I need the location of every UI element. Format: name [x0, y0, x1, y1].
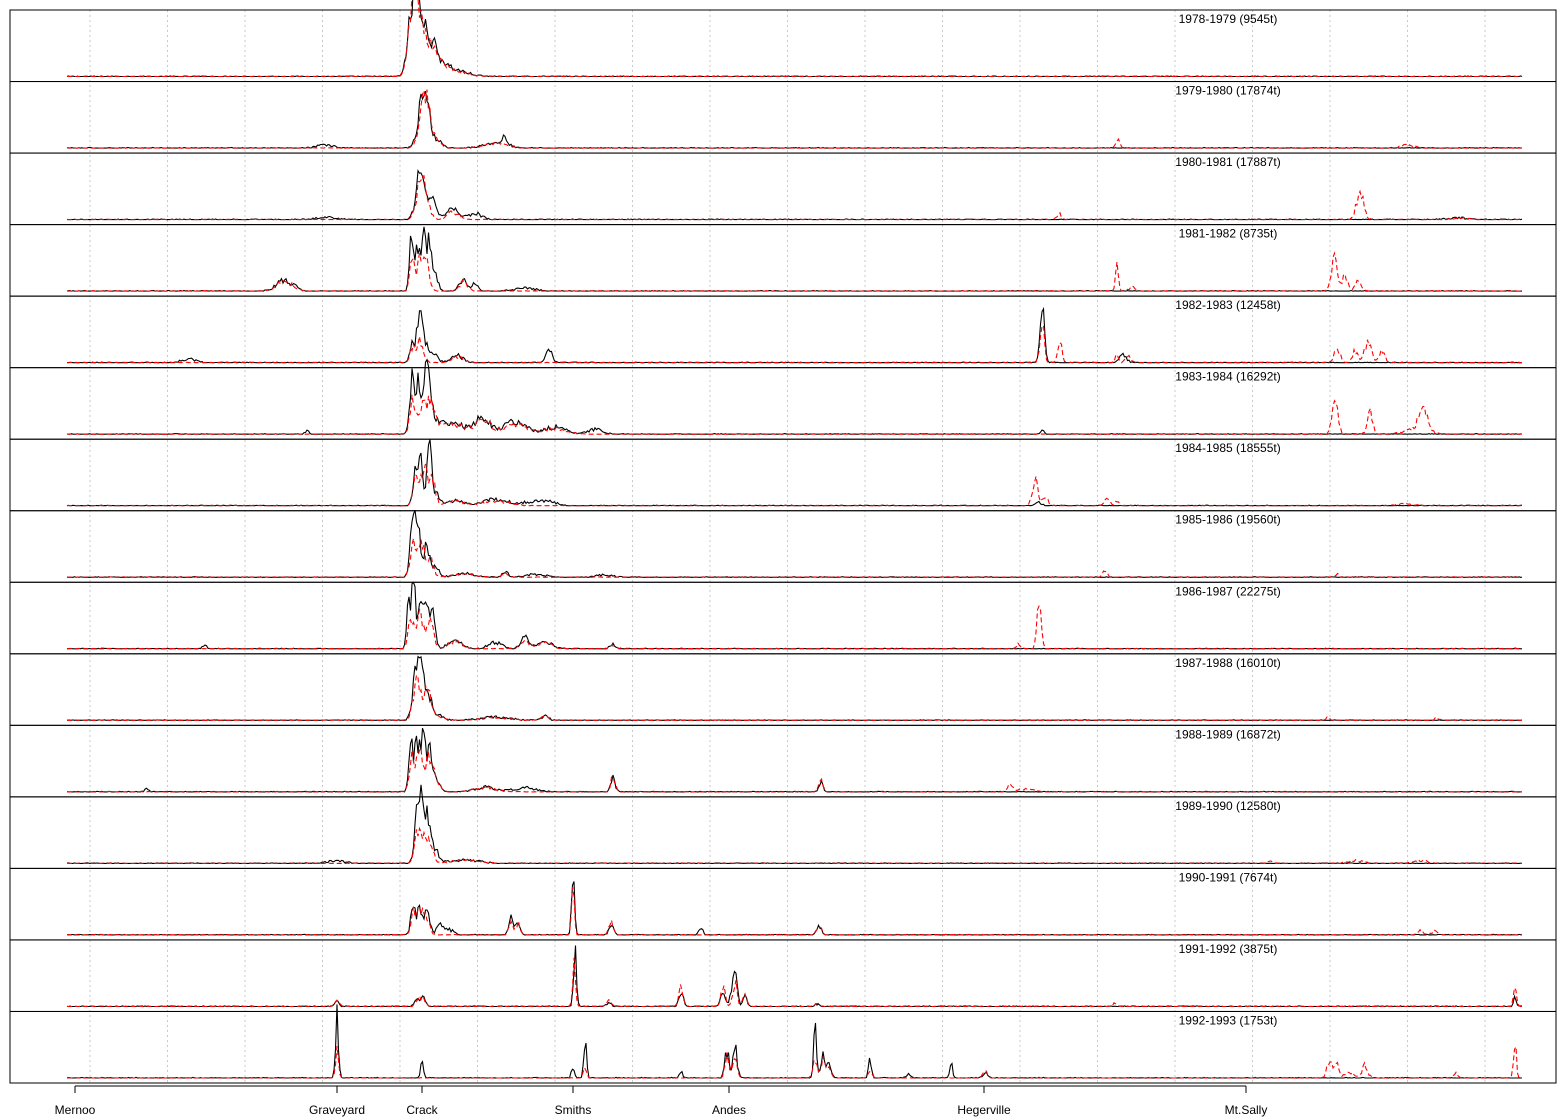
panel-title: 1987-1988 (16010t): [1175, 656, 1280, 670]
panel-title: 1980-1981 (17887t): [1175, 155, 1280, 169]
chart-panels: 1978-1979 (9545t) 1979-1980 (17874t) 1980-…: [9, 0, 1557, 1084]
x-tick-label: Mernoo: [55, 1103, 96, 1117]
series-black-line: [66, 728, 1522, 793]
series-red-line: [67, 1044, 1523, 1079]
panel-title: 1986-1987 (22275t): [1175, 584, 1280, 598]
x-tick-label: Mt.Sally: [1225, 1103, 1268, 1117]
panel-frame: [9, 867, 1557, 941]
panel-title: 1988-1989 (16872t): [1175, 727, 1280, 741]
x-tick-label: Crack: [406, 1103, 438, 1117]
panel-frame: [9, 939, 1557, 1012]
panel-3: 1980-1981 (17887t): [9, 152, 1557, 226]
series-black-line: [66, 655, 1523, 721]
series-black-line: [66, 509, 1522, 578]
series-red-line: [67, 538, 1523, 578]
panel-frame: [9, 510, 1557, 583]
series-red-line: [66, 0, 1523, 78]
panel-frame: [9, 81, 1557, 154]
panel-title: 1990-1991 (7674t): [1179, 870, 1278, 884]
panel-14: 1991-1992 (3875t): [9, 939, 1557, 1012]
series-red-line: [67, 673, 1523, 721]
panel-8: 1985-1986 (19560t): [9, 509, 1557, 583]
x-tick-label: Andes: [712, 1103, 746, 1117]
panel-4: 1981-1982 (8735t): [9, 224, 1557, 297]
panel-title: 1991-1992 (3875t): [1179, 942, 1278, 956]
panel-15: 1992-1993 (1753t): [9, 1004, 1557, 1084]
series-red-line: [66, 746, 1523, 793]
series-red-line: [67, 175, 1523, 221]
series-black-line: [66, 0, 1523, 78]
panel-title: 1983-1984 (16292t): [1175, 370, 1280, 384]
series-red-line: [66, 886, 1522, 936]
series-red-line: [67, 605, 1523, 650]
panel-title: 1992-1993 (1753t): [1179, 1013, 1278, 1027]
panel-frame: [9, 796, 1557, 869]
panel-title: 1985-1986 (19560t): [1175, 513, 1280, 527]
series-red-line: [67, 324, 1523, 364]
panel-frame: [9, 367, 1557, 440]
panel-1: 1978-1979 (9545t): [9, 0, 1557, 83]
series-red-line: [66, 394, 1523, 435]
series-red-line: [67, 251, 1523, 292]
panel-frame: [9, 724, 1557, 798]
panel-frame: [9, 295, 1557, 369]
series-black-line: [66, 1004, 1522, 1079]
panel-11: 1988-1989 (16872t): [9, 724, 1557, 798]
series-red-line: [66, 89, 1523, 149]
panel-7: 1984-1985 (18555t): [9, 438, 1557, 512]
series-black-line: [66, 306, 1523, 364]
panel-10: 1987-1988 (16010t): [9, 653, 1557, 726]
panel-title: 1984-1985 (18555t): [1175, 441, 1280, 455]
panel-title: 1978-1979 (9545t): [1179, 12, 1278, 26]
panel-12: 1989-1990 (12580t): [9, 784, 1557, 869]
series-black-line: [66, 169, 1523, 221]
panel-title: 1981-1982 (8735t): [1179, 227, 1278, 241]
series-red-line: [67, 957, 1523, 1008]
panel-5: 1982-1983 (12458t): [9, 295, 1557, 369]
x-tick-label: Graveyard: [309, 1103, 365, 1117]
series-black-line: [66, 945, 1522, 1008]
panel-13: 1990-1991 (7674t): [9, 867, 1557, 941]
series-black-line: [67, 91, 1523, 149]
panel-frame: [9, 1010, 1557, 1084]
panel-6: 1983-1984 (16292t): [9, 358, 1557, 440]
panel-title: 1989-1990 (12580t): [1175, 799, 1280, 813]
panel-title: 1982-1983 (12458t): [1175, 298, 1280, 312]
panel-frame: [9, 224, 1557, 297]
x-tick-label: Smiths: [555, 1103, 592, 1117]
panel-frame: [9, 9, 1557, 83]
series-black-line: [66, 881, 1523, 936]
panel-frame: [9, 438, 1557, 512]
x-axis: Mernoo Graveyard Crack Smiths Andes Hegervill…: [55, 1085, 1268, 1117]
panel-frame: [9, 653, 1557, 726]
vertical-gridlines: [89, 10, 1486, 1083]
series-red-line: [66, 826, 1522, 865]
series-black-line: [66, 439, 1523, 507]
panel-2: 1979-1980 (17874t): [9, 81, 1557, 154]
x-tick-label: Hegerville: [957, 1103, 1011, 1117]
series-black-line: [66, 358, 1523, 435]
panel-title: 1979-1980 (17874t): [1175, 84, 1280, 98]
panel-9: 1986-1987 (22275t): [9, 581, 1557, 655]
series-red-line: [66, 463, 1523, 507]
panel-frame: [9, 581, 1557, 655]
series-black-line: [66, 581, 1522, 650]
panel-frame: [9, 152, 1557, 226]
